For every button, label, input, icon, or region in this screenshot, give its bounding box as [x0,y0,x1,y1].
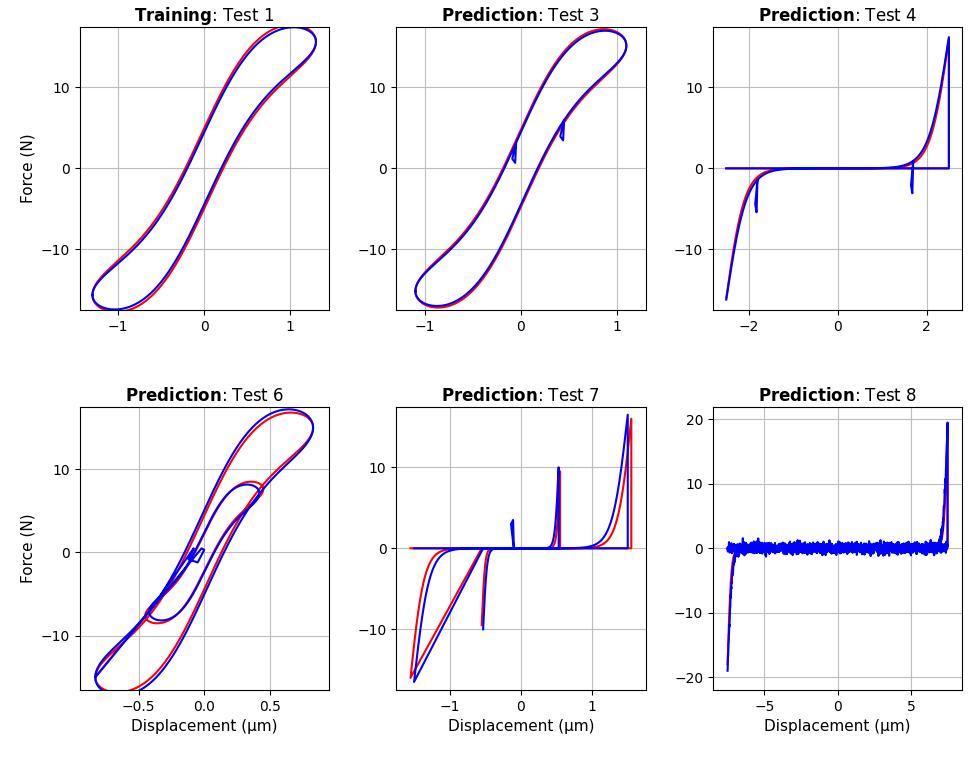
X-axis label: Displacement (μm): Displacement (μm) [131,720,277,734]
X-axis label: Displacement (μm): Displacement (μm) [447,720,594,734]
Title: $\mathbf{Prediction}$: Test 3: $\mathbf{Prediction}$: Test 3 [441,7,600,25]
Title: $\mathbf{Prediction}$: Test 4: $\mathbf{Prediction}$: Test 4 [757,7,917,25]
Title: $\mathbf{Prediction}$: Test 7: $\mathbf{Prediction}$: Test 7 [441,387,600,405]
Title: $\mathbf{Prediction}$: Test 6: $\mathbf{Prediction}$: Test 6 [124,387,284,405]
X-axis label: Displacement (μm): Displacement (μm) [764,720,910,734]
Title: $\mathbf{Training}$: Test 1: $\mathbf{Training}$: Test 1 [134,5,274,27]
Y-axis label: Force (N): Force (N) [20,134,35,203]
Title: $\mathbf{Prediction}$: Test 8: $\mathbf{Prediction}$: Test 8 [757,387,916,405]
Y-axis label: Force (N): Force (N) [20,514,35,583]
